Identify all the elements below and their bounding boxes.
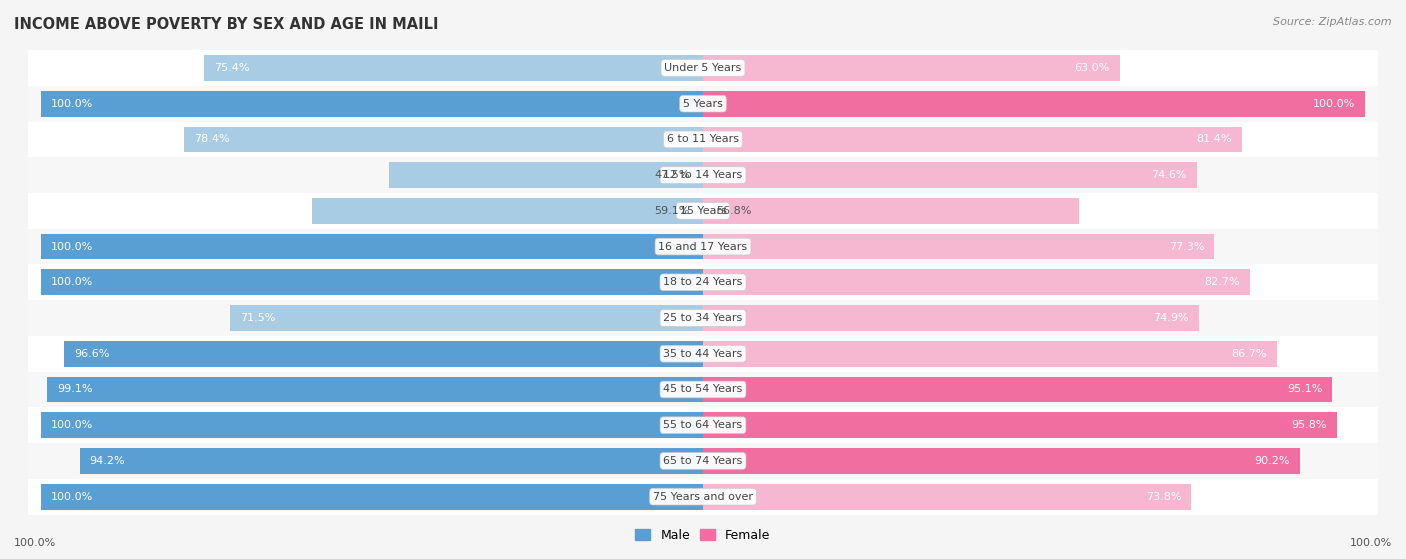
Bar xyxy=(703,448,1299,474)
Text: 86.7%: 86.7% xyxy=(1232,349,1267,359)
Bar xyxy=(184,126,703,152)
Bar xyxy=(41,413,703,438)
Text: 74.6%: 74.6% xyxy=(1152,170,1187,180)
Text: 71.5%: 71.5% xyxy=(240,313,276,323)
Legend: Male, Female: Male, Female xyxy=(630,524,776,547)
Text: 55 to 64 Years: 55 to 64 Years xyxy=(664,420,742,430)
Text: 90.2%: 90.2% xyxy=(1254,456,1289,466)
Text: 95.8%: 95.8% xyxy=(1292,420,1327,430)
Text: 18 to 24 Years: 18 to 24 Years xyxy=(664,277,742,287)
Bar xyxy=(703,234,1215,259)
Bar xyxy=(204,55,703,81)
Bar xyxy=(25,86,1381,121)
Text: 63.0%: 63.0% xyxy=(1074,63,1109,73)
Text: 35 to 44 Years: 35 to 44 Years xyxy=(664,349,742,359)
Bar xyxy=(25,50,1381,86)
Text: 65 to 74 Years: 65 to 74 Years xyxy=(664,456,742,466)
Text: 75 Years and over: 75 Years and over xyxy=(652,492,754,501)
Bar xyxy=(703,413,1337,438)
Bar xyxy=(312,198,703,224)
Text: 100.0%: 100.0% xyxy=(1350,538,1392,548)
Bar xyxy=(25,336,1381,372)
Bar xyxy=(25,443,1381,479)
Bar xyxy=(63,341,703,367)
Bar xyxy=(25,193,1381,229)
Text: 100.0%: 100.0% xyxy=(51,420,94,430)
Text: 77.3%: 77.3% xyxy=(1168,241,1205,252)
Bar xyxy=(25,229,1381,264)
Bar xyxy=(41,91,703,116)
Text: 25 to 34 Years: 25 to 34 Years xyxy=(664,313,742,323)
Bar xyxy=(41,269,703,295)
Bar xyxy=(703,341,1277,367)
Bar xyxy=(48,377,703,402)
Text: 100.0%: 100.0% xyxy=(51,99,94,108)
Text: 5 Years: 5 Years xyxy=(683,99,723,108)
Text: Source: ZipAtlas.com: Source: ZipAtlas.com xyxy=(1274,17,1392,27)
Bar xyxy=(25,121,1381,157)
Bar xyxy=(703,198,1078,224)
Bar xyxy=(41,234,703,259)
Text: 99.1%: 99.1% xyxy=(58,385,93,395)
Bar xyxy=(25,264,1381,300)
Text: 96.6%: 96.6% xyxy=(73,349,110,359)
Text: 100.0%: 100.0% xyxy=(51,492,94,501)
Bar xyxy=(703,305,1198,331)
Text: 6 to 11 Years: 6 to 11 Years xyxy=(666,134,740,144)
Text: 56.8%: 56.8% xyxy=(716,206,752,216)
Bar xyxy=(703,377,1333,402)
Bar xyxy=(25,372,1381,408)
Text: 75.4%: 75.4% xyxy=(214,63,249,73)
Text: 100.0%: 100.0% xyxy=(14,538,56,548)
Bar xyxy=(703,162,1197,188)
Bar xyxy=(25,300,1381,336)
Bar xyxy=(703,55,1119,81)
Bar xyxy=(25,479,1381,514)
Text: 16 and 17 Years: 16 and 17 Years xyxy=(658,241,748,252)
Bar xyxy=(41,484,703,509)
Text: 81.4%: 81.4% xyxy=(1197,134,1232,144)
Text: Under 5 Years: Under 5 Years xyxy=(665,63,741,73)
Bar xyxy=(231,305,703,331)
Bar xyxy=(25,157,1381,193)
Text: 59.1%: 59.1% xyxy=(654,206,690,216)
Text: 47.5%: 47.5% xyxy=(654,170,690,180)
Text: 95.1%: 95.1% xyxy=(1286,385,1322,395)
Text: INCOME ABOVE POVERTY BY SEX AND AGE IN MAILI: INCOME ABOVE POVERTY BY SEX AND AGE IN M… xyxy=(14,17,439,32)
Bar xyxy=(703,269,1250,295)
Text: 82.7%: 82.7% xyxy=(1205,277,1240,287)
Text: 74.9%: 74.9% xyxy=(1153,313,1188,323)
Text: 100.0%: 100.0% xyxy=(1312,99,1355,108)
Bar xyxy=(703,126,1241,152)
Bar xyxy=(703,91,1365,116)
Text: 100.0%: 100.0% xyxy=(51,241,94,252)
Bar xyxy=(703,484,1191,509)
Text: 12 to 14 Years: 12 to 14 Years xyxy=(664,170,742,180)
Text: 73.8%: 73.8% xyxy=(1146,492,1181,501)
Text: 45 to 54 Years: 45 to 54 Years xyxy=(664,385,742,395)
Text: 94.2%: 94.2% xyxy=(90,456,125,466)
Bar xyxy=(388,162,703,188)
Bar xyxy=(80,448,703,474)
Text: 15 Years: 15 Years xyxy=(679,206,727,216)
Bar xyxy=(25,408,1381,443)
Text: 78.4%: 78.4% xyxy=(194,134,229,144)
Text: 100.0%: 100.0% xyxy=(51,277,94,287)
